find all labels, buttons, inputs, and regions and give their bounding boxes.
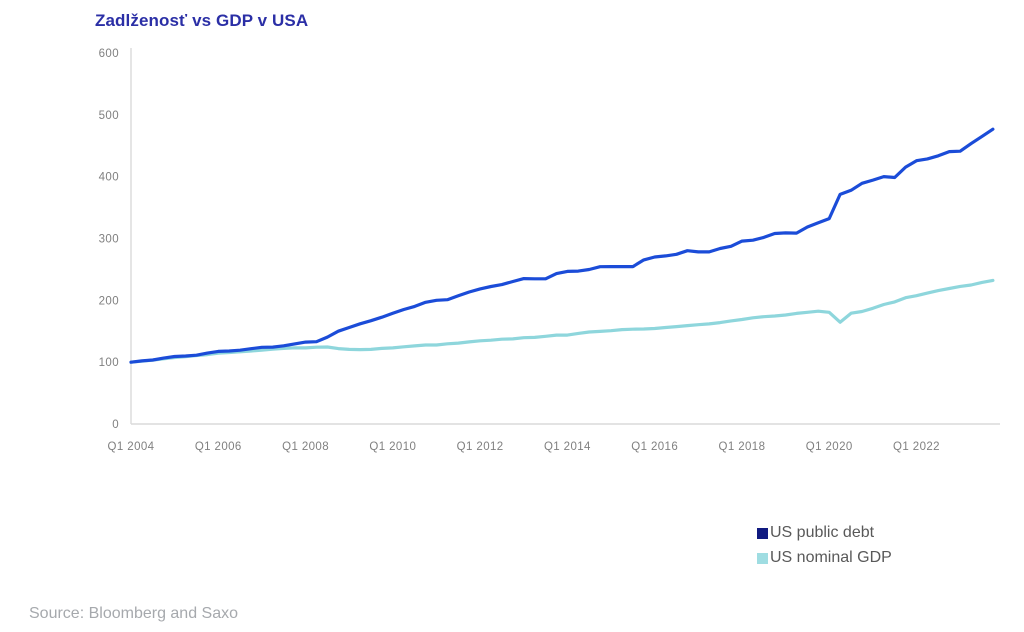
x-tick-label: Q1 2010 [369, 441, 416, 453]
x-tick-label: Q1 2014 [544, 441, 591, 453]
x-tick-label: Q1 2018 [718, 441, 765, 453]
y-tick-label: 200 [99, 295, 119, 307]
y-tick-label: 600 [99, 48, 119, 60]
x-tick-label: Q1 2006 [195, 441, 242, 453]
legend-item-us-nominal-gdp: US nominal GDP [757, 549, 892, 574]
y-tick-label: 400 [99, 172, 119, 184]
legend-swatch-us-public-debt [757, 528, 768, 539]
source-caption: Source: Bloomberg and Saxo [29, 605, 239, 622]
series-line-us-public-debt [129, 127, 995, 364]
x-tick-label: Q1 2016 [631, 441, 678, 453]
x-tick-label: Q1 2012 [457, 441, 504, 453]
x-tick-label: Q1 2008 [282, 441, 329, 453]
series-line-us-nominal-gdp [129, 278, 995, 364]
x-tick-label: Q1 2020 [806, 441, 853, 453]
legend-label-us-nominal-gdp: US nominal GDP [770, 549, 892, 566]
x-tick-label: Q1 2022 [893, 441, 940, 453]
chart-title: Zadlženosť vs GDP v USA [95, 11, 309, 30]
y-tick-label: 300 [99, 234, 119, 246]
y-tick-label: 100 [99, 357, 119, 369]
legend-item-us-public-debt: US public debt [757, 524, 892, 549]
y-tick-label: 500 [99, 110, 119, 122]
y-tick-label: 0 [112, 419, 119, 431]
legend-swatch-us-nominal-gdp [757, 553, 768, 564]
legend-label-us-public-debt: US public debt [770, 524, 875, 541]
chart-legend: US public debt US nominal GDP [757, 524, 892, 574]
x-tick-label: Q1 2004 [108, 441, 155, 453]
